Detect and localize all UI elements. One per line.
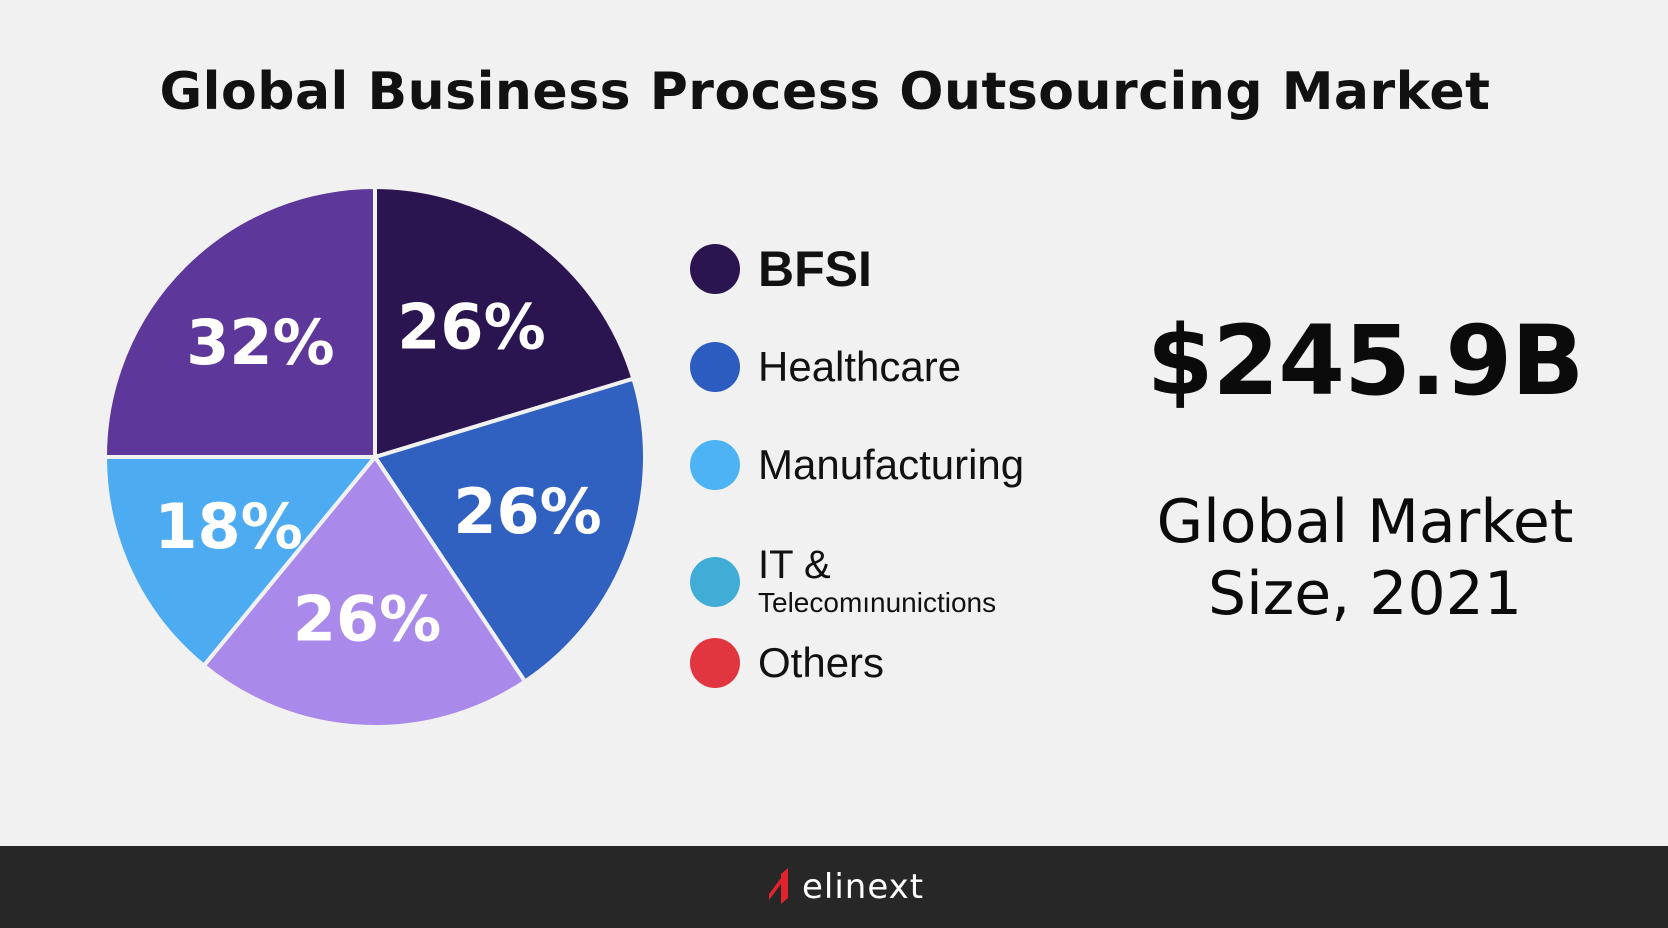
legend-item-it-telecom: IT & Telecomınunictions — [690, 544, 996, 620]
page-title: Global Business Process Outsourcing Mark… — [159, 62, 1491, 122]
footer: elinext — [0, 846, 1668, 928]
market-size-value: $245.9B — [1146, 305, 1585, 417]
legend-label: Healthcare — [758, 343, 962, 390]
market-size-caption-line2: Size, 2021 — [1207, 559, 1522, 629]
brand-logo: elinext — [760, 864, 924, 910]
pie-slice-label: 26% — [293, 582, 441, 655]
pie-slice-bfsi — [373, 184, 636, 460]
pie-slice-healthcare — [371, 376, 647, 685]
pie-slice-label: 18% — [154, 490, 302, 563]
pie-slice-others — [102, 184, 377, 459]
market-size-caption: Global Market Size, 2021 — [1090, 486, 1640, 630]
market-size-caption-line1: Global Market — [1156, 487, 1574, 557]
legend: BFSI Healthcare Manufacturing IT & Telec… — [690, 240, 1070, 720]
legend-item-manufacturing: Manufacturing — [690, 440, 1024, 490]
legend-label: Others — [758, 639, 885, 686]
pie-slice-label: 26% — [453, 475, 601, 548]
legend-label: BFSI — [758, 241, 872, 297]
legend-swatch-it-telecom — [690, 557, 740, 607]
pie-slice-label: 32% — [186, 306, 334, 379]
legend-label-line2: Telecomınunictions — [758, 587, 997, 618]
legend-swatch-bfsi — [690, 244, 740, 294]
pie-slice-it-telecom-nunictions — [102, 455, 380, 669]
legend-swatch-healthcare — [690, 342, 740, 392]
pie-chart: 26%26%26%18%32% — [102, 184, 647, 729]
legend-item-healthcare: Healthcare — [690, 342, 961, 392]
legend-label-line1: IT & — [758, 543, 831, 587]
legend-swatch-manufacturing — [690, 440, 740, 490]
legend-item-others: Others — [690, 638, 884, 688]
brand-name: elinext — [802, 867, 925, 907]
legend-label: Manufacturing — [758, 441, 1025, 488]
legend-swatch-others — [690, 638, 740, 688]
elinext-logo-icon — [762, 868, 788, 904]
legend-label: IT & Telecomınunictions — [758, 544, 996, 620]
pie-slice-manufacturing — [200, 453, 528, 729]
pie-slice-label: 26% — [397, 290, 545, 363]
legend-item-bfsi: BFSI — [690, 240, 872, 298]
